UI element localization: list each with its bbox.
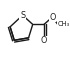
- Text: O: O: [49, 13, 56, 22]
- Text: O: O: [41, 36, 47, 45]
- Text: S: S: [20, 11, 25, 20]
- Text: CH₃: CH₃: [58, 21, 70, 27]
